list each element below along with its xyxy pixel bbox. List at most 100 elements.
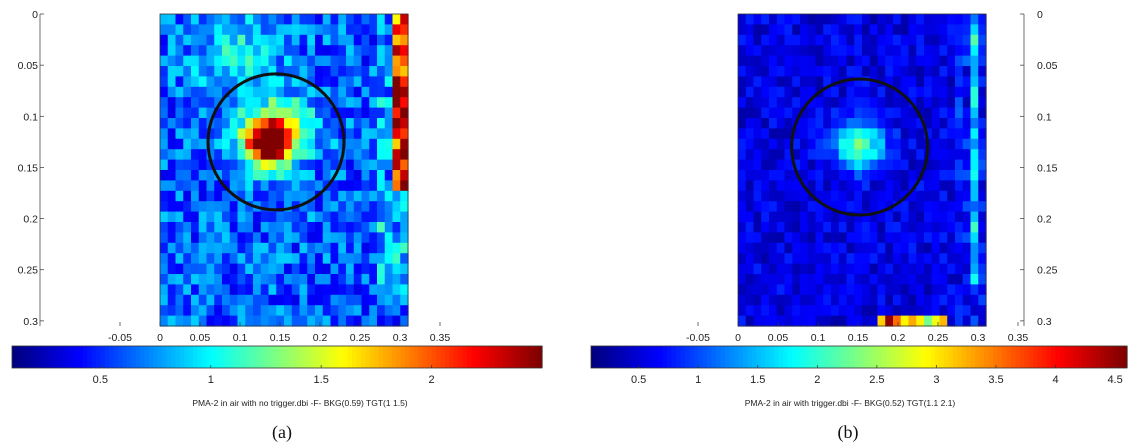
colorbar-segment	[511, 346, 517, 368]
heatmap-cell	[237, 180, 246, 192]
heatmap-cell	[268, 180, 277, 192]
heatmap-cell	[800, 45, 809, 57]
heatmap-cell	[384, 263, 394, 275]
heatmap-cell	[962, 128, 972, 140]
heatmap-cell	[191, 128, 200, 140]
heatmap-cell	[862, 107, 871, 119]
heatmap-cell	[823, 149, 832, 161]
heatmap-cell	[384, 180, 394, 192]
heatmap-cell	[353, 107, 363, 119]
colorbar-segment	[356, 346, 362, 368]
heatmap-cell	[885, 222, 894, 233]
heatmap-cell	[955, 24, 964, 36]
colorbar-segment	[720, 346, 726, 368]
colorbar-segment	[729, 346, 735, 368]
heatmap-cell	[291, 263, 301, 275]
heatmap-cell	[160, 159, 169, 171]
colorbar-segment	[975, 346, 981, 368]
heatmap-cell	[253, 97, 262, 109]
heatmap-cell	[400, 201, 409, 213]
heatmap-cell	[276, 159, 285, 171]
heatmap-cell	[237, 274, 246, 285]
heatmap-cell	[955, 232, 964, 244]
heatmap-cell	[299, 180, 308, 192]
colorbar-tick-label: 1.5	[314, 374, 329, 386]
heatmap-cell	[947, 242, 956, 254]
heatmap-cell	[299, 284, 308, 296]
heatmap-cell	[245, 97, 254, 109]
colorbar-segment	[157, 346, 163, 368]
heatmap-cell	[970, 190, 979, 202]
heatmap-cell	[245, 180, 254, 192]
heatmap-cell	[346, 149, 355, 161]
colorbar-segment	[29, 346, 35, 368]
heatmap-cell	[260, 274, 270, 285]
heatmap-cell	[346, 97, 355, 109]
heatmap-cell	[916, 86, 925, 98]
heatmap-cell	[939, 97, 948, 109]
heatmap-cell	[792, 159, 801, 171]
heatmap-cell	[307, 118, 316, 129]
heatmap-cell	[245, 253, 254, 265]
heatmap-cell	[908, 107, 917, 119]
x-tick-label: 0.15	[848, 332, 869, 344]
heatmap-cell	[198, 180, 208, 192]
heatmap-cell	[831, 76, 840, 88]
heatmap-cell	[245, 294, 254, 306]
heatmap-cell	[291, 315, 301, 327]
heatmap-cell	[738, 149, 747, 161]
colorbar-segment	[104, 346, 110, 368]
heatmap-cell	[307, 201, 316, 213]
heatmap-cell	[377, 294, 386, 306]
heatmap-cell	[970, 232, 979, 244]
colorbar-segment	[926, 346, 932, 368]
colorbar-segment	[440, 346, 446, 368]
heatmap-cell	[745, 294, 755, 306]
heatmap-cell	[291, 232, 301, 244]
heatmap-cell	[800, 253, 809, 265]
heatmap-cell	[253, 66, 262, 77]
heatmap-cell	[222, 34, 231, 46]
heatmap-cell	[815, 34, 824, 46]
heatmap-cell	[753, 24, 762, 36]
heatmap-cell	[916, 274, 925, 285]
heatmap-cell	[183, 201, 192, 213]
heatmap-cell	[769, 55, 778, 67]
colorbar-segment	[800, 346, 806, 368]
heatmap-cell	[761, 128, 770, 140]
heatmap-cell	[970, 66, 979, 77]
heatmap-cell	[846, 170, 855, 181]
colorbar-segment	[774, 346, 780, 368]
heatmap-cell	[353, 149, 363, 161]
colorbar-segment	[626, 346, 632, 368]
heatmap-cell	[745, 211, 755, 223]
heatmap-cell	[268, 232, 277, 244]
heatmap-cell	[939, 263, 948, 275]
heatmap-cell	[284, 24, 293, 36]
heatmap-cell	[846, 201, 855, 213]
heatmap-cell	[776, 263, 786, 275]
heatmap-cell	[978, 263, 987, 275]
heatmap-cell	[322, 14, 332, 25]
heatmap-cell	[769, 97, 778, 109]
heatmap-cell	[330, 190, 339, 202]
heatmap-cell	[338, 138, 347, 150]
colorbar-tick-labels-a: 0.5 1 1.5 2	[93, 365, 435, 386]
heatmap-cell	[400, 138, 409, 150]
heatmap-cell	[761, 170, 770, 181]
colorbar-segment	[20, 346, 26, 368]
heatmap-cell	[384, 55, 394, 67]
heatmap-cell	[947, 97, 956, 109]
heatmap-cell	[745, 55, 755, 67]
heatmap-cell	[400, 97, 409, 109]
heatmap-cell	[846, 274, 855, 285]
heatmap-cell	[245, 107, 254, 119]
heatmap-cell	[854, 201, 863, 213]
colorbar-segment	[1046, 346, 1052, 368]
heatmap-cell	[955, 211, 964, 223]
heatmap-cell	[823, 211, 832, 223]
colorbar-segment	[1104, 346, 1110, 368]
heatmap-cell	[800, 232, 809, 244]
heatmap-cell	[854, 14, 863, 25]
heatmap-cell	[939, 149, 948, 161]
